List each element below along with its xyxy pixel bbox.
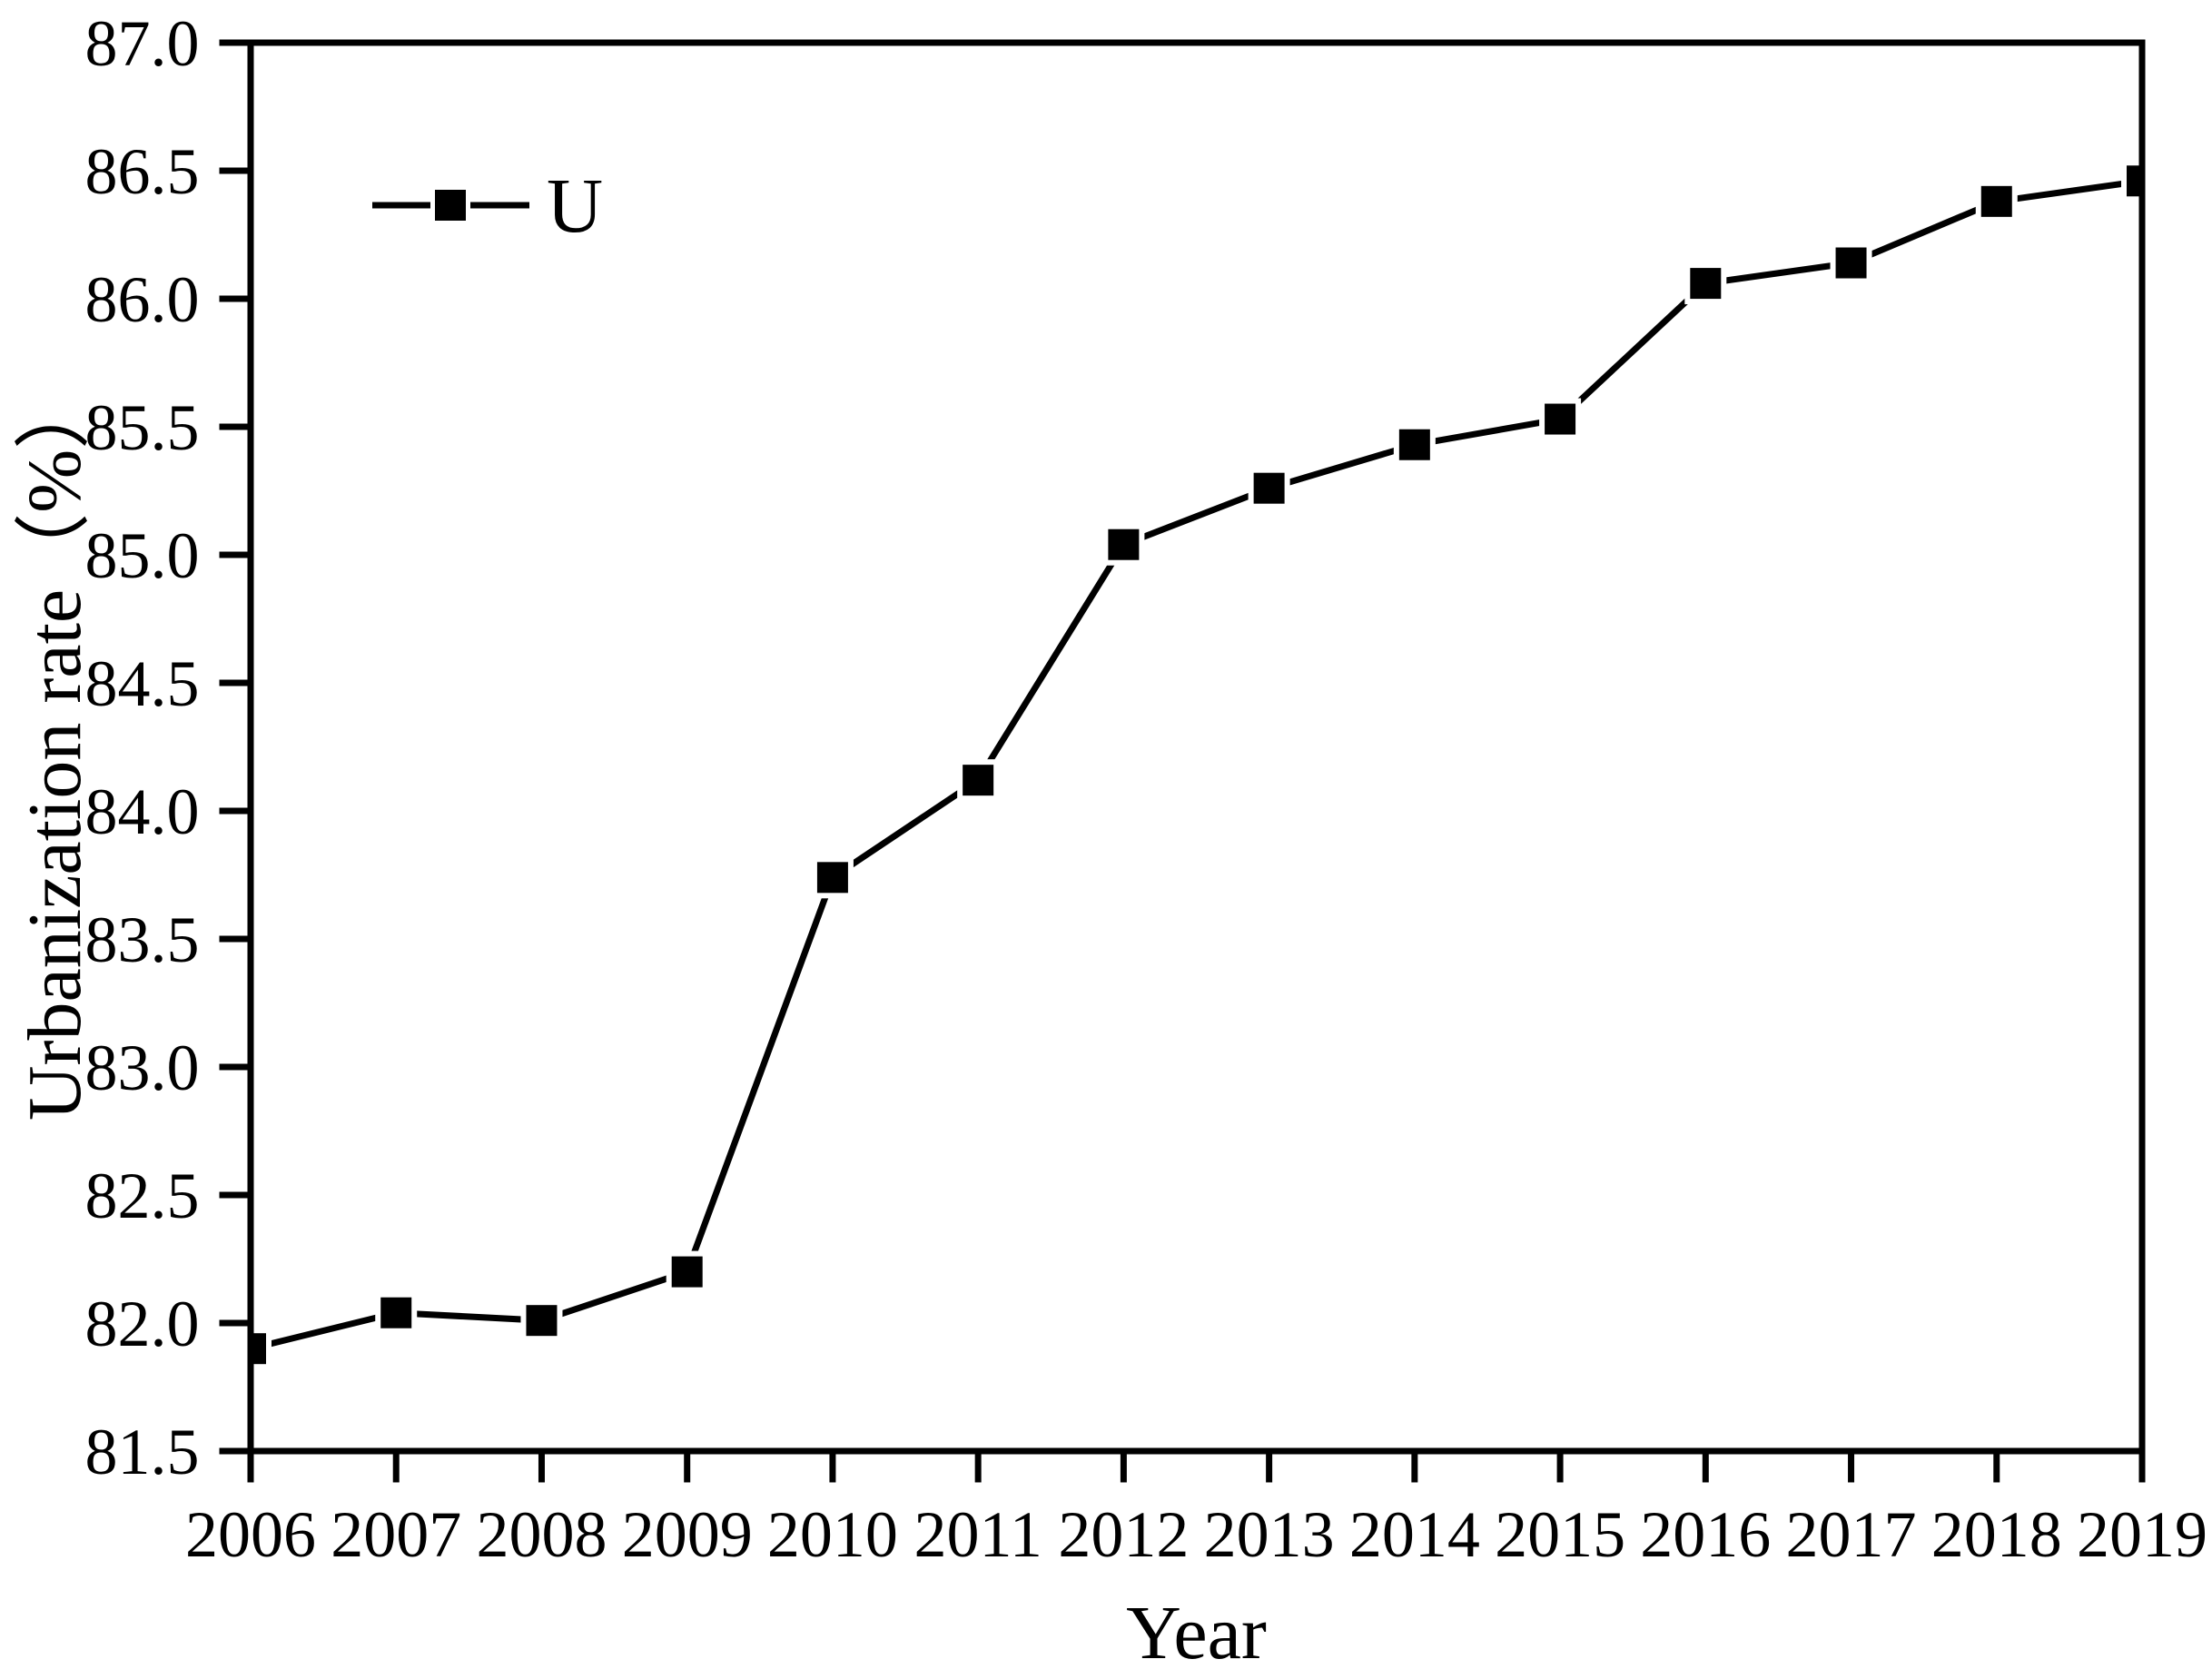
x-tick-label: 2006 <box>185 1498 316 1571</box>
data-point-marker <box>963 765 994 796</box>
data-point-marker <box>1835 247 1867 279</box>
x-tick-label: 2019 <box>2077 1498 2207 1571</box>
data-point-marker <box>1108 528 1140 560</box>
data-point-marker <box>251 1333 266 1365</box>
data-point-marker <box>1398 429 1430 460</box>
y-axis-title: Urbanization rate（%） <box>13 373 97 1121</box>
data-point-marker <box>2127 165 2142 197</box>
y-tick-label: 82.0 <box>85 1288 200 1360</box>
x-axis: 2006 2007 2008 2009 2010 2011 2012 2013 2014 2015… <box>185 1454 2207 1571</box>
x-tick-label: 2011 <box>913 1498 1042 1571</box>
data-point-marker <box>526 1305 558 1337</box>
x-tick-label: 2010 <box>767 1498 898 1571</box>
y-tick-label: 84.5 <box>85 647 200 720</box>
x-tick-label: 2015 <box>1495 1498 1625 1571</box>
legend-label: U <box>547 162 603 249</box>
data-point-marker <box>671 1256 703 1288</box>
y-axis: 81.5 82.0 82.5 83.0 83.5 84.0 84.5 85.0 85.5 86.0… <box>85 7 248 1488</box>
series-markers-U <box>251 160 2142 1370</box>
y-tick-label: 85.0 <box>85 519 200 592</box>
y-tick-label: 81.5 <box>85 1416 200 1488</box>
y-tick-label: 86.5 <box>85 135 200 208</box>
series-line-U <box>251 177 2142 1352</box>
data-point-marker <box>816 862 848 894</box>
data-point-marker <box>1253 472 1285 504</box>
x-tick-label: 2007 <box>331 1498 461 1571</box>
y-tick-label: 83.0 <box>85 1032 200 1104</box>
x-axis-title: Year <box>1126 1591 1267 1674</box>
legend-marker <box>435 190 466 221</box>
x-tick-label: 2017 <box>1786 1498 1917 1571</box>
data-point-marker <box>380 1297 412 1328</box>
y-tick-label: 85.5 <box>85 391 200 464</box>
x-tick-label: 2012 <box>1058 1498 1189 1571</box>
y-tick-label: 82.5 <box>85 1160 200 1232</box>
plot-frame <box>247 39 2146 1455</box>
y-tick-label: 84.0 <box>85 775 200 848</box>
y-tick-label: 83.5 <box>85 904 200 976</box>
y-tick-label: 87.0 <box>85 7 200 80</box>
data-point-marker <box>1690 268 1722 300</box>
x-tick-label: 2018 <box>1931 1498 2062 1571</box>
x-tick-label: 2014 <box>1349 1498 1480 1571</box>
x-tick-label: 2013 <box>1204 1498 1335 1571</box>
data-point-marker <box>1545 403 1576 435</box>
data-point-marker <box>1980 185 2012 217</box>
x-tick-label: 2016 <box>1640 1498 1771 1571</box>
y-tick-label: 86.0 <box>85 263 200 336</box>
x-tick-label: 2009 <box>622 1498 753 1571</box>
x-tick-label: 2008 <box>476 1498 607 1571</box>
legend: U <box>372 162 603 249</box>
